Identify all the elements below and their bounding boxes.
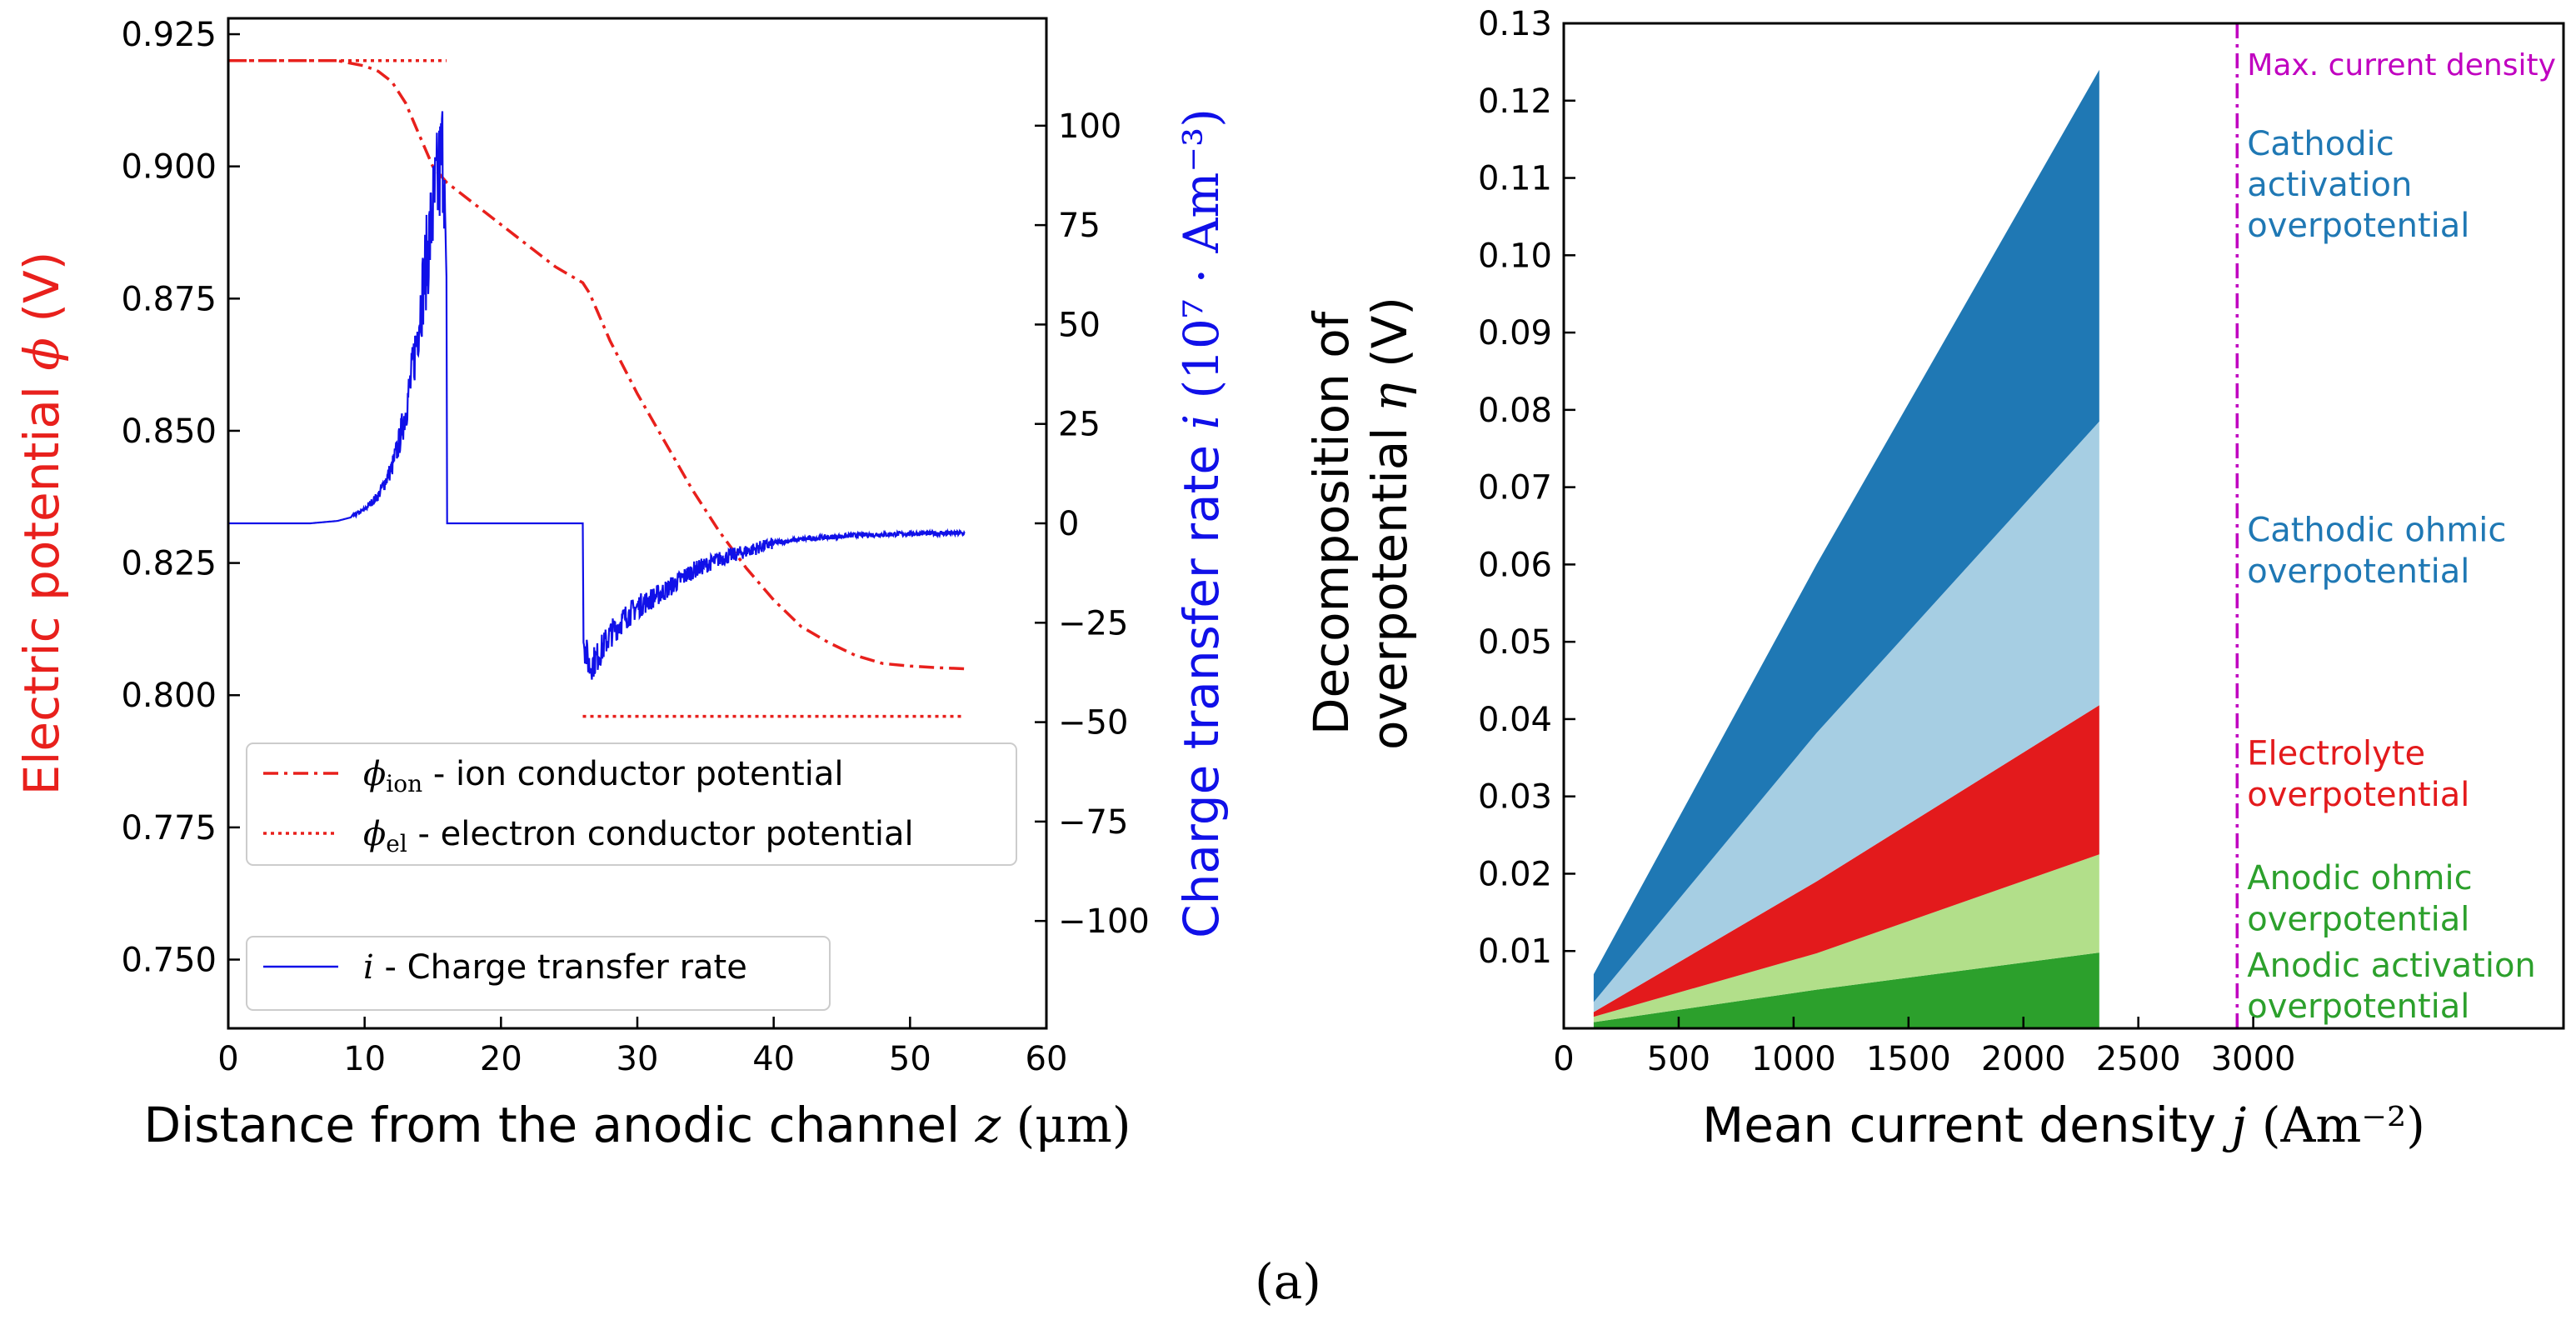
- y-tick-label: 0.09: [1478, 314, 1552, 352]
- y-tick-label: 0.01: [1478, 932, 1552, 971]
- y-right-tick-label: −75: [1058, 803, 1128, 842]
- y-right-tick-label: 100: [1058, 108, 1121, 146]
- annotation-cathodic-act: activation: [2247, 166, 2412, 204]
- y-right-tick-label: 75: [1058, 207, 1101, 245]
- y-right-tick-label: 0: [1058, 505, 1079, 543]
- y-right-tick-label: −100: [1058, 902, 1150, 941]
- left-y-axis-label: Electric potential ϕ (V): [13, 252, 70, 796]
- x-tick-label: 40: [752, 1040, 795, 1078]
- legend-label: ϕel - electron conductor potential: [363, 815, 914, 858]
- x-tick-label: 1000: [1751, 1040, 1836, 1078]
- y-tick-label: 0.07: [1478, 469, 1552, 508]
- annotation-anodic-ohm: Anodic ohmic: [2247, 859, 2472, 898]
- series-phi-ion: [228, 59, 965, 671]
- right-plot-area: Max. current density: [1593, 23, 2556, 1028]
- annotation-anodic-ohm: overpotential: [2247, 900, 2469, 938]
- area-cathodic-activation-overpotential: [1593, 69, 2099, 1002]
- right-y-axis-label-line1: Decomposition of: [1303, 310, 1360, 735]
- y-tick-label: 0.04: [1478, 701, 1552, 739]
- area-electrolyte-overpotential: [1593, 705, 2099, 1018]
- figure-caption: (a): [1255, 1253, 1321, 1310]
- y-left-tick-label: 0.800: [121, 677, 217, 715]
- y-tick-label: 0.10: [1478, 237, 1552, 275]
- left-x-axis-label: Distance from the anodic channel z (μm): [143, 1097, 1131, 1153]
- annotation-anodic-act: Anodic activation: [2247, 947, 2536, 985]
- left-axes-frame: [227, 17, 1048, 1030]
- series-rate: [228, 111, 966, 680]
- left-ticks: 0 10 20 30 40 50 60 0.750 0.775 0.800 0.825 0.850 0.…: [121, 16, 1149, 1078]
- y-left-tick-label: 0.925: [121, 16, 217, 54]
- potential-chart: ϕion - ion conductor potential ϕel - elec…: [13, 16, 1230, 1153]
- legend-label: i - Charge transfer rate: [363, 948, 747, 987]
- legend-box: [246, 742, 1017, 866]
- area-cathodic-ohmic-overpotential: [1593, 421, 2099, 1012]
- y-tick-label: 0.05: [1478, 623, 1552, 662]
- x-tick-label: 2000: [1981, 1040, 2066, 1078]
- annotation-electrolyte: overpotential: [2247, 776, 2469, 814]
- y-tick-label: 0.12: [1478, 82, 1552, 121]
- x-tick-label: 50: [889, 1040, 931, 1078]
- y-left-tick-label: 0.750: [121, 942, 217, 980]
- y-tick-label: 0.11: [1478, 160, 1552, 198]
- y-left-tick-label: 0.900: [121, 148, 217, 187]
- annotation-electrolyte: Electrolyte: [2247, 735, 2425, 773]
- y-tick-label: 0.08: [1478, 392, 1552, 430]
- annotation-cathodic-act: Cathodic: [2247, 125, 2394, 163]
- y-tick-label: 0.02: [1478, 855, 1552, 893]
- x-tick-label: 30: [617, 1040, 659, 1078]
- annotation-cathodic-ohm: Cathodic ohmic: [2247, 512, 2506, 550]
- y-left-tick-label: 0.825: [121, 545, 217, 583]
- overpotential-chart: Max. current density Cathodicactivationo…: [1303, 5, 2565, 1153]
- x-tick-label: 60: [1026, 1040, 1068, 1078]
- right-ticks: 0 500 1000 1500 2000 2500 3000 0.01 0.02 0.03 0.04…: [1478, 5, 2296, 1078]
- x-tick-label: 0: [217, 1040, 238, 1078]
- annotation-cathodic-ohm: overpotential: [2247, 552, 2469, 591]
- y-tick-label: 0.03: [1478, 778, 1552, 817]
- annotation-anodic-act: overpotential: [2247, 988, 2469, 1026]
- x-tick-label: 20: [480, 1040, 522, 1078]
- y-left-tick-label: 0.850: [121, 412, 217, 451]
- y-left-tick-label: 0.775: [121, 809, 217, 848]
- left-plot-area: [228, 59, 966, 718]
- y-tick-label: 0.06: [1478, 546, 1552, 584]
- y-tick-label: 0.13: [1478, 5, 1552, 43]
- legend-label: ϕion - ion conductor potential: [363, 755, 843, 798]
- right-axes-frame: [1562, 22, 2565, 1030]
- legend: ϕion - ion conductor potential ϕel - elec…: [246, 742, 1017, 1011]
- x-tick-label: 500: [1647, 1040, 1710, 1078]
- y-right-tick-label: −25: [1058, 604, 1128, 642]
- x-tick-label: 2500: [2096, 1040, 2181, 1078]
- max-current-label: Max. current density: [2247, 48, 2556, 82]
- y-right-tick-label: 25: [1058, 406, 1101, 444]
- y-left-tick-label: 0.875: [121, 280, 217, 318]
- area-anodic-activation-overpotential: [1593, 952, 2099, 1028]
- y-right-tick-label: −50: [1058, 704, 1128, 742]
- right-y-axis-label-line2: overpotential η (V): [1361, 297, 1418, 750]
- legend-box: [246, 936, 831, 1011]
- right-x-axis-label: Mean current density j (Am⁻²): [1702, 1097, 2425, 1153]
- x-tick-label: 1500: [1866, 1040, 1951, 1078]
- annotation-cathodic-act: overpotential: [2247, 207, 2469, 245]
- y-right-tick-label: 50: [1058, 306, 1101, 344]
- right-y-axis-label: Charge transfer rate i (10⁷ · Am⁻³): [1173, 108, 1230, 938]
- right-annotations: CathodicactivationoverpotentialCathodic …: [2247, 125, 2536, 1026]
- area-anodic-ohmic-overpotential: [1593, 854, 2099, 1022]
- x-tick-label: 3000: [2211, 1040, 2296, 1078]
- x-tick-label: 10: [343, 1040, 386, 1078]
- x-tick-label: 0: [1553, 1040, 1574, 1078]
